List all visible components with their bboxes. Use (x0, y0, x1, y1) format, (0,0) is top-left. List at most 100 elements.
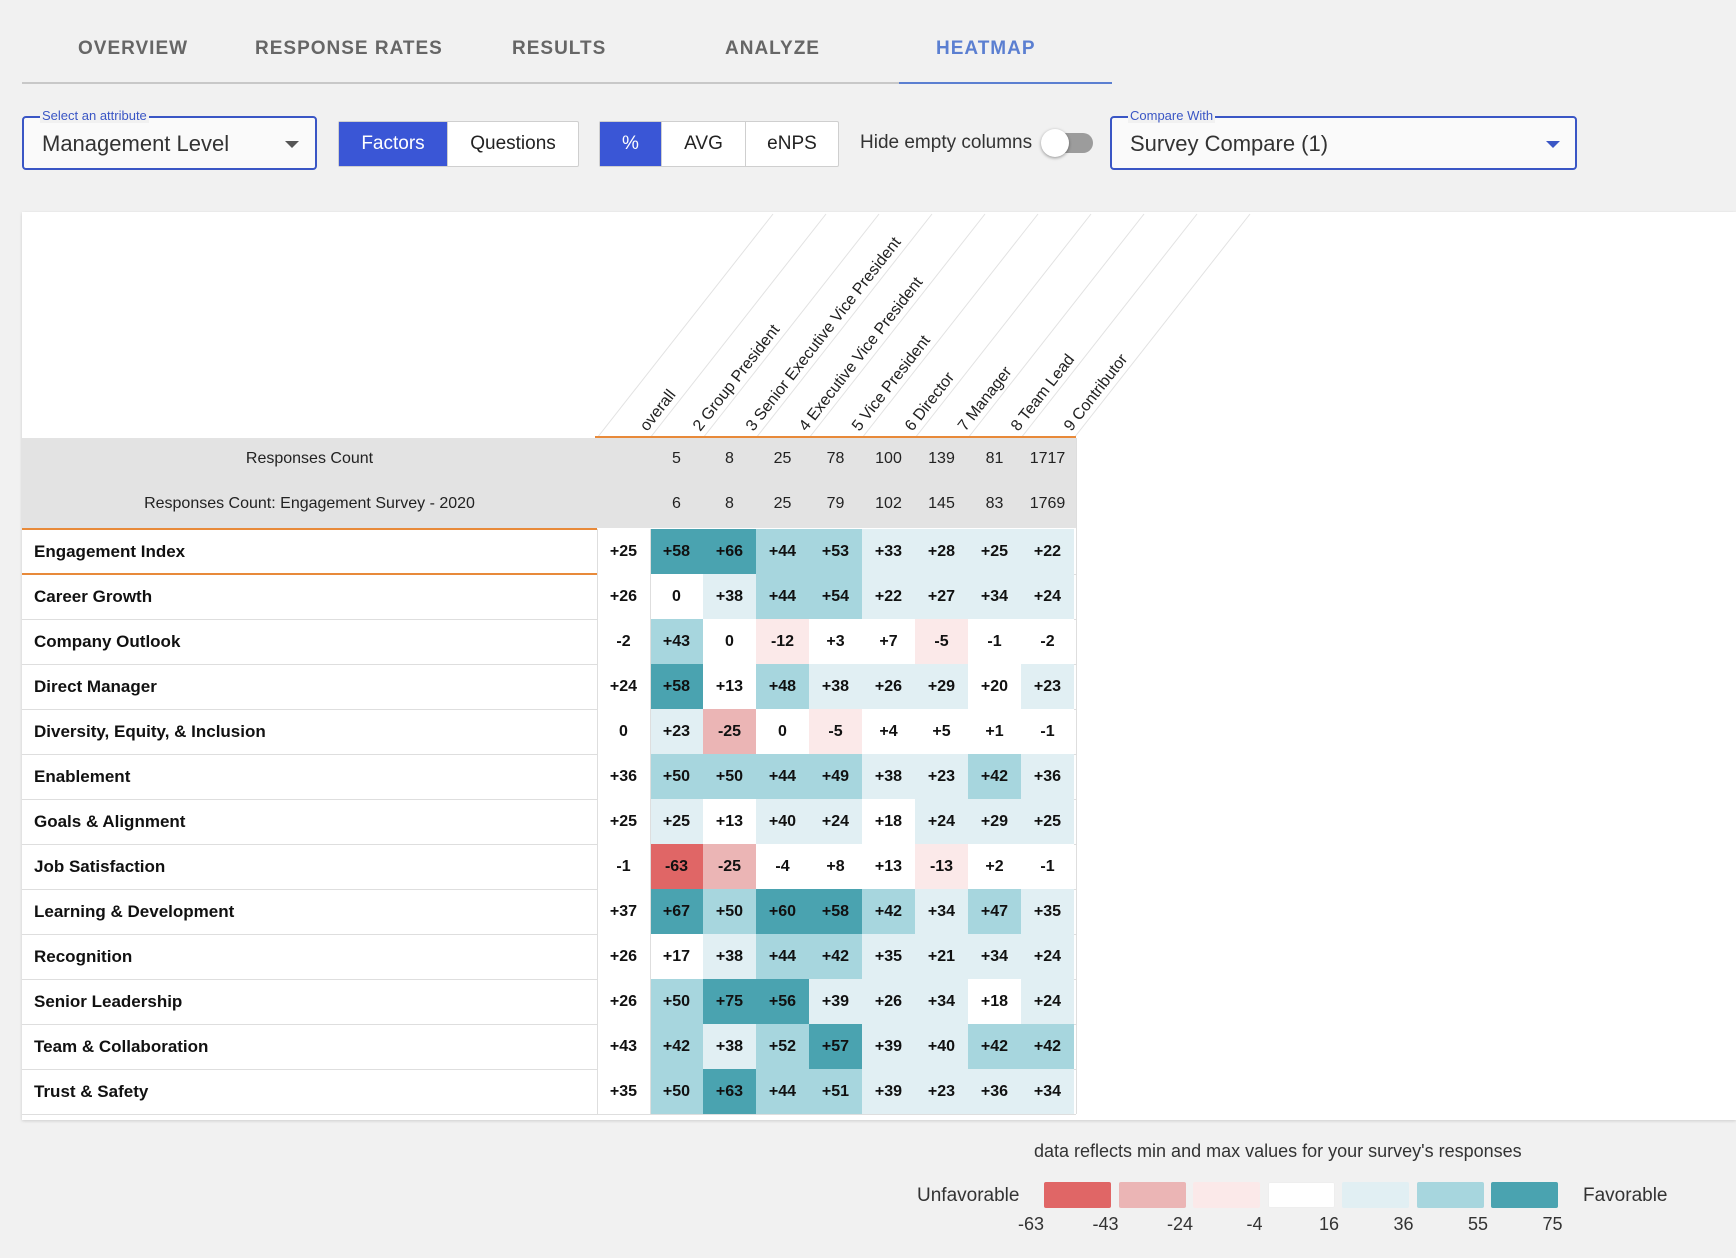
heatmap-cell[interactable]: -5 (809, 709, 862, 754)
heatmap-cell[interactable]: +67 (650, 889, 703, 934)
heatmap-cell[interactable]: +58 (650, 664, 703, 709)
heatmap-cell[interactable]: +44 (756, 934, 809, 979)
heatmap-cell[interactable]: +50 (650, 1069, 703, 1114)
compare-with-select[interactable]: Compare With Survey Compare (1) (1110, 108, 1577, 170)
heatmap-cell[interactable]: -2 (597, 619, 650, 664)
heatmap-cell[interactable]: +13 (862, 844, 915, 889)
heatmap-cell[interactable]: +40 (756, 799, 809, 844)
heatmap-cell[interactable]: +2 (968, 844, 1021, 889)
heatmap-cell[interactable]: +26 (862, 979, 915, 1024)
heatmap-cell[interactable]: -1 (968, 619, 1021, 664)
heatmap-cell[interactable]: +35 (862, 934, 915, 979)
heatmap-cell[interactable]: +42 (650, 1024, 703, 1069)
row-label-trust-safety[interactable]: Trust & Safety (34, 1082, 149, 1101)
heatmap-cell[interactable]: -5 (915, 619, 968, 664)
row-label-diversity-equity-inclusion[interactable]: Diversity, Equity, & Inclusion (34, 722, 266, 741)
heatmap-cell[interactable]: +26 (862, 664, 915, 709)
heatmap-cell[interactable]: +1 (968, 709, 1021, 754)
heatmap-cell[interactable]: 0 (650, 574, 703, 619)
heatmap-cell[interactable]: +22 (862, 574, 915, 619)
heatmap-cell[interactable]: +36 (597, 754, 650, 799)
heatmap-cell[interactable]: +24 (915, 799, 968, 844)
heatmap-cell[interactable]: +42 (1021, 1024, 1074, 1069)
heatmap-cell[interactable]: +8 (809, 844, 862, 889)
heatmap-cell[interactable]: +50 (650, 754, 703, 799)
heatmap-cell[interactable]: -1 (1021, 844, 1074, 889)
questions-button[interactable]: Questions (470, 133, 556, 154)
heatmap-cell[interactable]: +24 (809, 799, 862, 844)
heatmap-cell[interactable]: +75 (703, 979, 756, 1024)
heatmap-cell[interactable]: +51 (809, 1069, 862, 1114)
heatmap-cell[interactable]: +25 (597, 529, 650, 574)
heatmap-cell[interactable]: +17 (650, 934, 703, 979)
heatmap-cell[interactable]: +21 (915, 934, 968, 979)
heatmap-cell[interactable]: +7 (862, 619, 915, 664)
heatmap-cell[interactable]: +24 (597, 664, 650, 709)
heatmap-cell[interactable]: +13 (703, 664, 756, 709)
heatmap-cell[interactable]: -2 (1021, 619, 1074, 664)
row-label-enablement[interactable]: Enablement (34, 767, 131, 786)
heatmap-cell[interactable]: +28 (915, 529, 968, 574)
tab-response-rates[interactable]: RESPONSE RATES (255, 38, 443, 59)
heatmap-cell[interactable]: +58 (809, 889, 862, 934)
heatmap-cell[interactable]: +18 (968, 979, 1021, 1024)
heatmap-cell[interactable]: +39 (809, 979, 862, 1024)
heatmap-cell[interactable]: +58 (650, 529, 703, 574)
heatmap-cell[interactable]: +25 (968, 529, 1021, 574)
heatmap-cell[interactable]: -63 (650, 844, 703, 889)
tab-analyze[interactable]: ANALYZE (725, 38, 820, 59)
heatmap-cell[interactable]: +34 (968, 574, 1021, 619)
row-label-engagement-index[interactable]: Engagement Index (34, 542, 186, 561)
heatmap-cell[interactable]: +29 (968, 799, 1021, 844)
heatmap-cell[interactable]: +60 (756, 889, 809, 934)
row-label-career-growth[interactable]: Career Growth (34, 587, 153, 606)
heatmap-cell[interactable]: +38 (703, 1024, 756, 1069)
heatmap-cell[interactable]: +63 (703, 1069, 756, 1114)
heatmap-cell[interactable]: +34 (1021, 1069, 1074, 1114)
heatmap-cell[interactable]: +52 (756, 1024, 809, 1069)
heatmap-cell[interactable]: +44 (756, 1069, 809, 1114)
heatmap-cell[interactable]: -1 (597, 844, 650, 889)
heatmap-cell[interactable]: +36 (1021, 754, 1074, 799)
heatmap-cell[interactable]: +35 (1021, 889, 1074, 934)
row-label-company-outlook[interactable]: Company Outlook (34, 632, 181, 651)
heatmap-cell[interactable]: +66 (703, 529, 756, 574)
heatmap-cell[interactable]: +35 (597, 1069, 650, 1114)
heatmap-cell[interactable]: +5 (915, 709, 968, 754)
heatmap-cell[interactable]: +4 (862, 709, 915, 754)
heatmap-cell[interactable]: +36 (968, 1069, 1021, 1114)
heatmap-cell[interactable]: +50 (703, 889, 756, 934)
heatmap-cell[interactable]: +43 (650, 619, 703, 664)
heatmap-cell[interactable]: +22 (1021, 529, 1074, 574)
heatmap-cell[interactable]: +50 (650, 979, 703, 1024)
heatmap-cell[interactable]: -25 (703, 709, 756, 754)
attribute-select[interactable]: Select an attribute Management Level (22, 108, 317, 170)
heatmap-cell[interactable]: +38 (862, 754, 915, 799)
heatmap-cell[interactable]: +53 (809, 529, 862, 574)
heatmap-cell[interactable]: +23 (650, 709, 703, 754)
heatmap-cell[interactable]: +48 (756, 664, 809, 709)
heatmap-cell[interactable]: +24 (1021, 979, 1074, 1024)
heatmap-cell[interactable]: +18 (862, 799, 915, 844)
heatmap-cell[interactable]: +34 (968, 934, 1021, 979)
row-label-learning-development[interactable]: Learning & Development (34, 902, 235, 921)
heatmap-cell[interactable]: -4 (756, 844, 809, 889)
factors-button[interactable]: Factors (339, 122, 448, 166)
heatmap-cell[interactable]: +26 (597, 574, 650, 619)
heatmap-cell[interactable]: +42 (809, 934, 862, 979)
hide-empty-columns-toggle[interactable] (1041, 129, 1093, 157)
tab-heatmap[interactable]: HEATMAP (936, 38, 1036, 59)
heatmap-cell[interactable]: -1 (1021, 709, 1074, 754)
heatmap-cell[interactable]: +23 (1021, 664, 1074, 709)
row-label-direct-manager[interactable]: Direct Manager (34, 677, 157, 696)
heatmap-cell[interactable]: +42 (968, 754, 1021, 799)
heatmap-cell[interactable]: +24 (1021, 934, 1074, 979)
heatmap-cell[interactable]: +37 (597, 889, 650, 934)
tab-overview[interactable]: OVERVIEW (78, 38, 189, 59)
heatmap-cell[interactable]: +20 (968, 664, 1021, 709)
heatmap-cell[interactable]: +24 (1021, 574, 1074, 619)
enps-button[interactable]: eNPS (767, 133, 817, 154)
heatmap-cell[interactable]: +27 (915, 574, 968, 619)
row-label-senior-leadership[interactable]: Senior Leadership (34, 992, 183, 1011)
heatmap-cell[interactable]: +43 (597, 1024, 650, 1069)
